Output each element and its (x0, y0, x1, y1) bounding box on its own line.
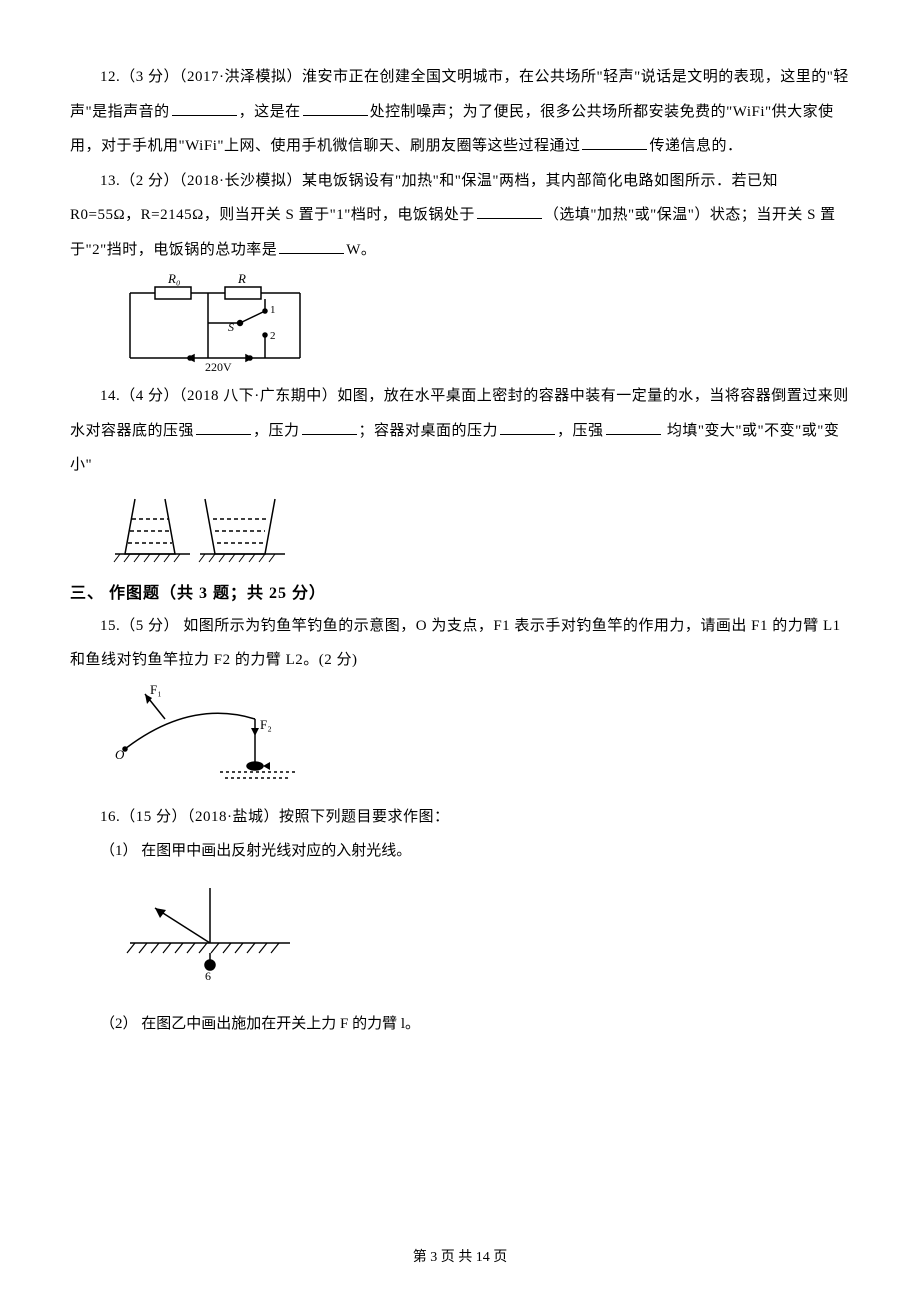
fishing-label-f2: F₂ (260, 717, 272, 732)
q13-text-c: W。 (346, 242, 376, 258)
question-13: 13.（2 分）（2018·长沙模拟）某电饭锅设有"加热"和"保温"两档，其内部… (70, 164, 850, 268)
q15-text: 15.（5 分） 如图所示为钓鱼竿钓鱼的示意图，O 为支点，F1 表示手对钓鱼竿… (70, 618, 841, 669)
blank (172, 101, 237, 116)
mirror-svg: 6 (110, 883, 310, 983)
q12-text-b: ，这是在 (239, 104, 301, 120)
circuit-svg: R₀ R S 1 2 220V (110, 273, 320, 373)
fishing-figure: F₁ F₂ O (110, 684, 850, 794)
circuit-label-s: S (228, 320, 234, 334)
container-svg (110, 489, 290, 569)
circuit-label-r0: R₀ (167, 273, 180, 286)
fishing-label-o: O (115, 747, 125, 762)
blank (582, 135, 647, 150)
question-12: 12.（3 分）（2017·洪泽模拟）淮安市正在创建全国文明城市，在公共场所"轻… (70, 60, 850, 164)
q14-text-d: ，压强 (557, 423, 604, 439)
page: 12.（3 分）（2017·洪泽模拟）淮安市正在创建全国文明城市，在公共场所"轻… (0, 0, 920, 1302)
blank (279, 239, 344, 254)
fishing-label-f1: F₁ (150, 684, 162, 697)
container-figure (110, 489, 850, 569)
blank (500, 420, 555, 435)
fishing-svg: F₁ F₂ O (110, 684, 310, 794)
question-16-part1: （1） 在图甲中画出反射光线对应的入射光线。 (70, 834, 850, 869)
q12-text-d: 传递信息的． (649, 138, 742, 154)
mirror-label-6: 6 (205, 969, 211, 983)
question-14: 14.（4 分）（2018 八下·广东期中）如图，放在水平桌面上密封的容器中装有… (70, 379, 850, 483)
blank (606, 420, 661, 435)
q16-head: 16.（15 分）（2018·盐城）按照下列题目要求作图： (100, 809, 450, 825)
mirror-figure: 6 (110, 883, 850, 983)
q16-part1-text: （1） 在图甲中画出反射光线对应的入射光线。 (100, 843, 411, 859)
question-16-part2: （2） 在图乙中画出施加在开关上力 F 的力臂 l。 (70, 1007, 850, 1042)
page-footer: 第 3 页 共 14 页 (0, 1246, 920, 1266)
section-3-heading: 三、 作图题（共 3 题；共 25 分） (70, 579, 850, 603)
blank (477, 204, 542, 219)
blank (196, 420, 251, 435)
q14-text-b: ，压力 (253, 423, 300, 439)
footer-text: 第 3 页 共 14 页 (413, 1250, 508, 1265)
blank (302, 420, 357, 435)
q14-text-c: ；容器对桌面的压力 (359, 423, 499, 439)
circuit-figure: R₀ R S 1 2 220V (110, 273, 850, 373)
blank (303, 101, 368, 116)
q16-part2-text: （2） 在图乙中画出施加在开关上力 F 的力臂 l。 (100, 1016, 420, 1032)
question-16: 16.（15 分）（2018·盐城）按照下列题目要求作图： (70, 800, 850, 835)
circuit-label-voltage: 220V (205, 360, 232, 373)
circuit-label-r: R (237, 273, 246, 286)
circuit-label-2: 2 (270, 330, 276, 342)
circuit-label-1: 1 (270, 304, 276, 316)
question-15: 15.（5 分） 如图所示为钓鱼竿钓鱼的示意图，O 为支点，F1 表示手对钓鱼竿… (70, 609, 850, 678)
